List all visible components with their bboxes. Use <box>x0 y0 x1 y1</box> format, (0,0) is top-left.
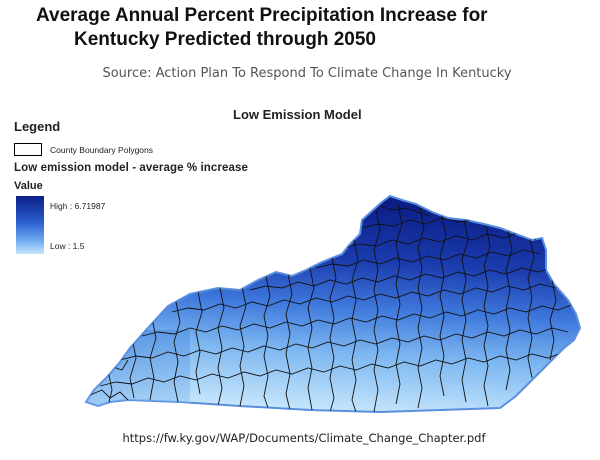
legend-value-label: Value <box>14 180 43 192</box>
title-line-1: Average Annual Percent Precipitation Inc… <box>36 5 488 26</box>
county-boundaries <box>89 203 575 412</box>
legend-high-label: High : 6.71987 <box>50 201 106 211</box>
legend-boundary-entry: County Boundary Polygons <box>14 143 153 156</box>
boundary-label: County Boundary Polygons <box>50 144 154 155</box>
kentucky-county-map <box>84 194 582 414</box>
legend-title: Legend <box>14 119 61 134</box>
slide-title: Average Annual Percent Precipitation Inc… <box>0 4 600 52</box>
boundary-swatch <box>14 143 42 156</box>
map-model-title: Low Emission Model <box>233 107 362 122</box>
legend-layer-label: Low emission model - average % increase <box>14 162 248 174</box>
legend-low-label: Low : 1.5 <box>50 241 85 251</box>
title-line-2: Kentucky Predicted through 2050 <box>74 29 376 50</box>
legend-color-ramp <box>16 196 44 254</box>
source-url: https://fw.ky.gov/WAP/Documents/Climate_… <box>122 431 486 445</box>
source-citation: Source: Action Plan To Respond To Climat… <box>102 66 512 81</box>
